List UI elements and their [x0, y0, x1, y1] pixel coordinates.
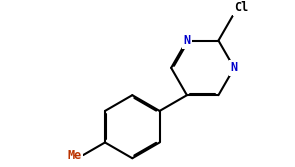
Text: N: N: [183, 34, 191, 47]
Text: Cl: Cl: [234, 1, 248, 14]
Text: Me: Me: [67, 149, 82, 162]
Text: N: N: [231, 61, 238, 74]
